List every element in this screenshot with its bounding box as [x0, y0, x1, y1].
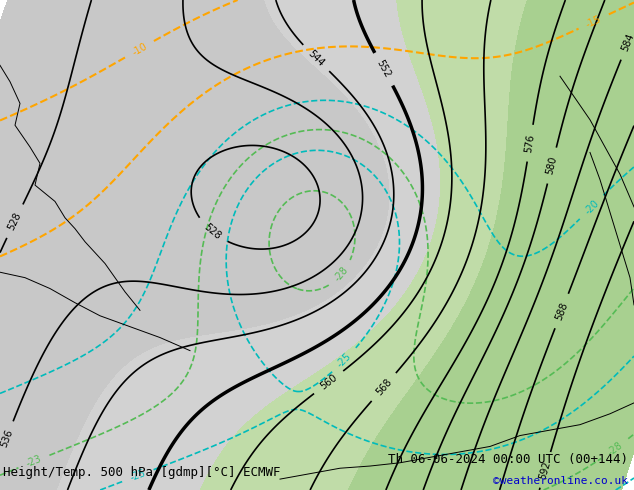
Text: 536: 536 [0, 428, 15, 449]
Text: -10: -10 [130, 41, 149, 57]
Text: 576: 576 [524, 133, 536, 153]
Text: -28: -28 [605, 440, 624, 458]
Text: 592: 592 [538, 460, 553, 480]
Text: 580: 580 [545, 155, 559, 176]
Text: ©weatheronline.co.uk: ©weatheronline.co.uk [493, 476, 628, 486]
Text: 528: 528 [202, 221, 223, 241]
Text: Th 06-06-2024 00:00 UTC (00+144): Th 06-06-2024 00:00 UTC (00+144) [387, 452, 628, 466]
Text: -20: -20 [583, 198, 601, 216]
Text: -25: -25 [335, 351, 354, 369]
Text: Height/Temp. 500 hPa [gdmp][°C] ECMWF: Height/Temp. 500 hPa [gdmp][°C] ECMWF [3, 466, 281, 479]
Text: 544: 544 [306, 48, 326, 68]
Text: -15: -15 [585, 14, 603, 29]
Text: -23: -23 [25, 454, 43, 469]
Text: -25: -25 [129, 468, 147, 483]
Text: 552: 552 [375, 59, 392, 80]
Text: 584: 584 [620, 32, 634, 53]
Text: 528: 528 [6, 211, 23, 232]
Text: -28: -28 [332, 265, 351, 284]
Text: 588: 588 [553, 300, 570, 321]
Text: 568: 568 [374, 377, 394, 397]
Text: 560: 560 [318, 373, 339, 392]
